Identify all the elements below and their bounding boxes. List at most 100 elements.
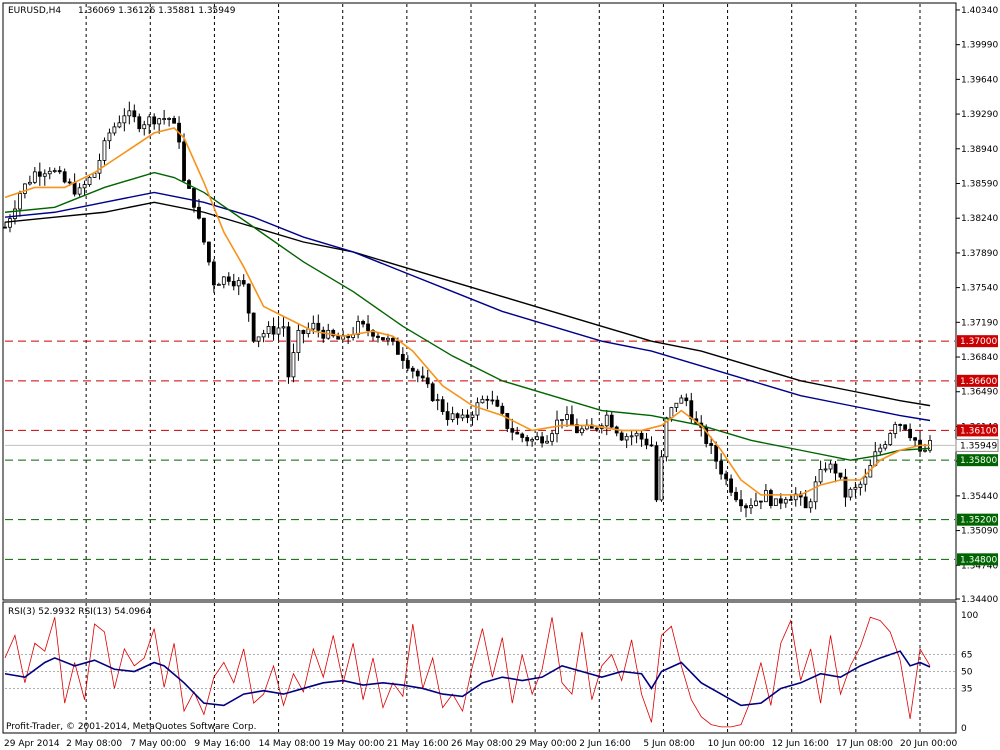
candle-body <box>898 424 903 426</box>
candle-body <box>470 414 475 418</box>
candle-body <box>162 118 167 120</box>
candle-body <box>853 487 858 490</box>
candle-body <box>316 322 321 331</box>
candle-body <box>475 402 480 416</box>
candle-body <box>132 110 137 118</box>
candle-body <box>440 399 445 412</box>
candle-body <box>823 468 828 471</box>
candle-body <box>674 402 679 408</box>
candle-body <box>152 116 157 125</box>
candle-body <box>296 329 301 354</box>
candle-body <box>376 335 380 338</box>
candle-body <box>540 436 544 444</box>
candle-body <box>147 116 152 126</box>
ema-slow-blue-line <box>4 191 931 422</box>
candle-body <box>923 449 927 452</box>
candle-body <box>405 360 410 369</box>
candle-body <box>629 435 634 438</box>
rsi-tick-label: 35 <box>961 684 972 694</box>
level-tag-label: 1.35800 <box>960 456 997 466</box>
candle-body <box>231 280 236 287</box>
candle-body <box>888 433 893 445</box>
candle-body <box>391 337 395 342</box>
candle-body <box>634 432 639 437</box>
level-tag <box>957 553 998 566</box>
candle-body <box>465 414 470 418</box>
candle-body <box>8 218 12 228</box>
candle-body <box>137 116 142 130</box>
candle-body <box>386 337 390 341</box>
candle-body <box>246 283 251 314</box>
time-tick-label: 12 Jun 16:00 <box>772 739 829 749</box>
candle-body <box>197 206 201 219</box>
candle-body <box>485 398 490 401</box>
candle-body <box>22 183 27 194</box>
horizontal-levels <box>5 340 955 560</box>
rsi-tick-label: 65 <box>961 651 972 661</box>
candle-body <box>435 399 440 402</box>
candle-body <box>445 411 450 420</box>
candle-body <box>62 171 67 183</box>
price-tick-label: 1.38940 <box>961 145 998 155</box>
candle-body <box>495 399 500 407</box>
candle-body <box>505 412 510 429</box>
candle-body <box>579 428 584 434</box>
time-tick-label: 29 May 00:00 <box>515 739 577 749</box>
time-tick-label: 2 May 08:00 <box>66 739 122 749</box>
price-tick-label: 1.40340 <box>961 6 998 16</box>
level-tag <box>957 513 998 526</box>
candle-body <box>883 444 888 449</box>
candle-body <box>311 322 316 330</box>
current-price-label: 1.35949 <box>960 441 997 451</box>
candle-body <box>117 122 122 128</box>
time-tick-label: 9 May 16:00 <box>194 739 250 749</box>
candle-body <box>261 333 266 338</box>
level-tag-label: 1.36100 <box>960 426 997 436</box>
candle-body <box>400 353 405 361</box>
candle-body <box>689 400 694 420</box>
price-tick-label: 1.35440 <box>961 492 998 502</box>
candle-body <box>251 312 256 342</box>
candle-body <box>570 414 574 426</box>
candle-body <box>206 241 211 263</box>
price-tick-label: 1.34740 <box>961 561 998 571</box>
candle-body <box>32 171 37 183</box>
candle-body <box>639 432 644 440</box>
candle-body <box>903 424 908 430</box>
candle-body <box>679 397 684 404</box>
rsi-fast-line <box>4 616 931 728</box>
candle-body <box>182 141 186 181</box>
candle-body <box>67 181 72 184</box>
candle-body <box>281 326 286 329</box>
price-tick-label: 1.36490 <box>961 388 998 398</box>
candle-body <box>783 499 788 504</box>
candle-body <box>778 498 783 504</box>
candle-body <box>430 383 435 402</box>
candle-body <box>102 140 107 161</box>
candle-body <box>157 118 162 125</box>
level-tag <box>957 424 998 437</box>
candle-body <box>13 208 17 220</box>
current-price-tag <box>955 438 999 452</box>
candle-body <box>734 491 738 501</box>
rsi-plot-frame <box>2 601 957 734</box>
price-tick-label: 1.37890 <box>961 249 998 259</box>
candle-body <box>773 498 778 506</box>
candle-body <box>828 463 833 470</box>
candle-body <box>167 118 172 120</box>
chart-ohlc: 1.36069 1.36126 1.35881 1.35949 <box>78 6 236 16</box>
time-tick-label: 2 Jun 16:00 <box>579 739 631 749</box>
candle-body <box>709 443 714 446</box>
level-tag <box>957 335 998 348</box>
time-tick-label: 10 Jun 00:00 <box>708 739 765 749</box>
candle-body <box>739 499 743 507</box>
time-tick-label: 26 May 08:00 <box>451 739 513 749</box>
candle-body <box>833 463 838 474</box>
candle-body <box>112 126 117 134</box>
candle-body <box>381 337 385 341</box>
candle-body <box>211 261 216 286</box>
candle-body <box>863 476 868 485</box>
candle-body <box>72 182 77 195</box>
main-plot-frame <box>2 2 957 601</box>
